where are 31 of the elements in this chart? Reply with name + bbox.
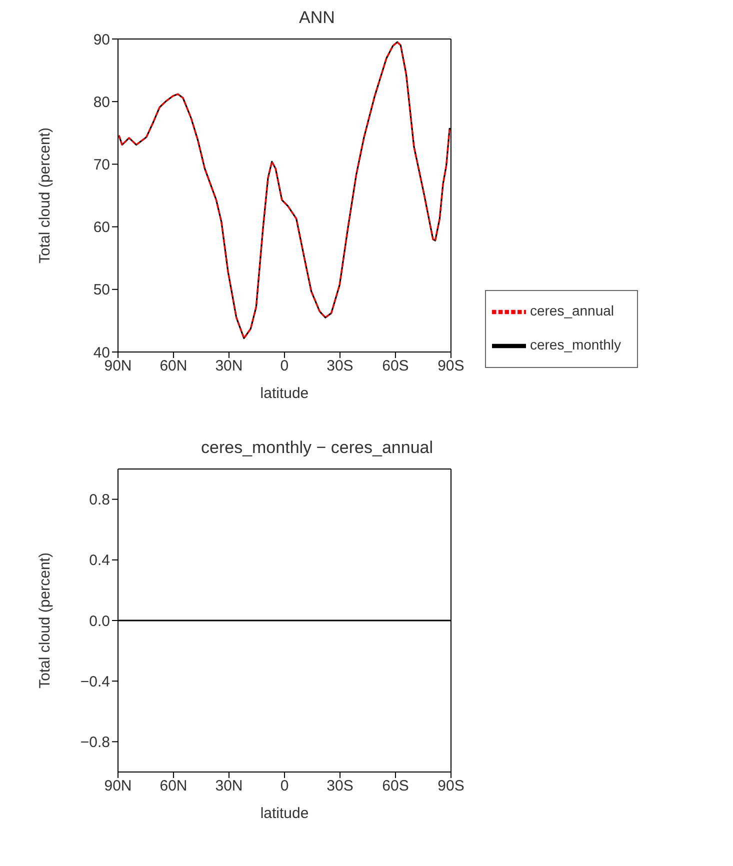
x-tick-label: 30S [326,358,354,375]
y-tick-label: 80 [93,94,110,111]
x-tick-label: 30S [326,778,354,795]
x-tick-label: 90S [438,358,464,375]
y-axis-title: Total cloud (percent) [36,128,54,264]
x-axis-title: latitude [260,805,309,822]
x-tick-label: 60N [160,358,188,375]
y-tick-label: 90 [93,31,110,48]
y-tick-label: −0.8 [80,734,110,752]
x-tick-label: 0 [280,358,289,375]
y-tick-label: 60 [93,219,110,236]
legend-label: ceres_annual [530,302,614,319]
chart-title: ceres_monthly − ceres_annual [200,438,434,458]
x-tick-label: 60N [160,778,188,795]
y-tick-label: 70 [93,156,110,174]
x-tick-label: 60S [382,778,409,795]
y-tick-label: 0.4 [89,552,110,570]
y-tick-label: −0.4 [80,673,110,690]
y-tick-label: 0.0 [89,612,110,630]
x-tick-label: 90N [104,778,132,795]
chart-title: ANN [298,8,336,28]
x-tick-label: 90S [438,778,464,795]
legend-label: ceres_monthly [530,336,621,353]
x-axis-title: latitude [260,385,309,402]
x-tick-label: 0 [280,778,289,795]
y-tick-label: 0.8 [89,492,110,509]
x-tick-label: 60S [382,358,409,375]
x-tick-label: 30N [215,778,243,795]
x-tick-label: 30N [215,358,243,375]
y-tick-label: 50 [93,282,110,299]
y-axis-title: Total cloud (percent) [36,552,54,688]
